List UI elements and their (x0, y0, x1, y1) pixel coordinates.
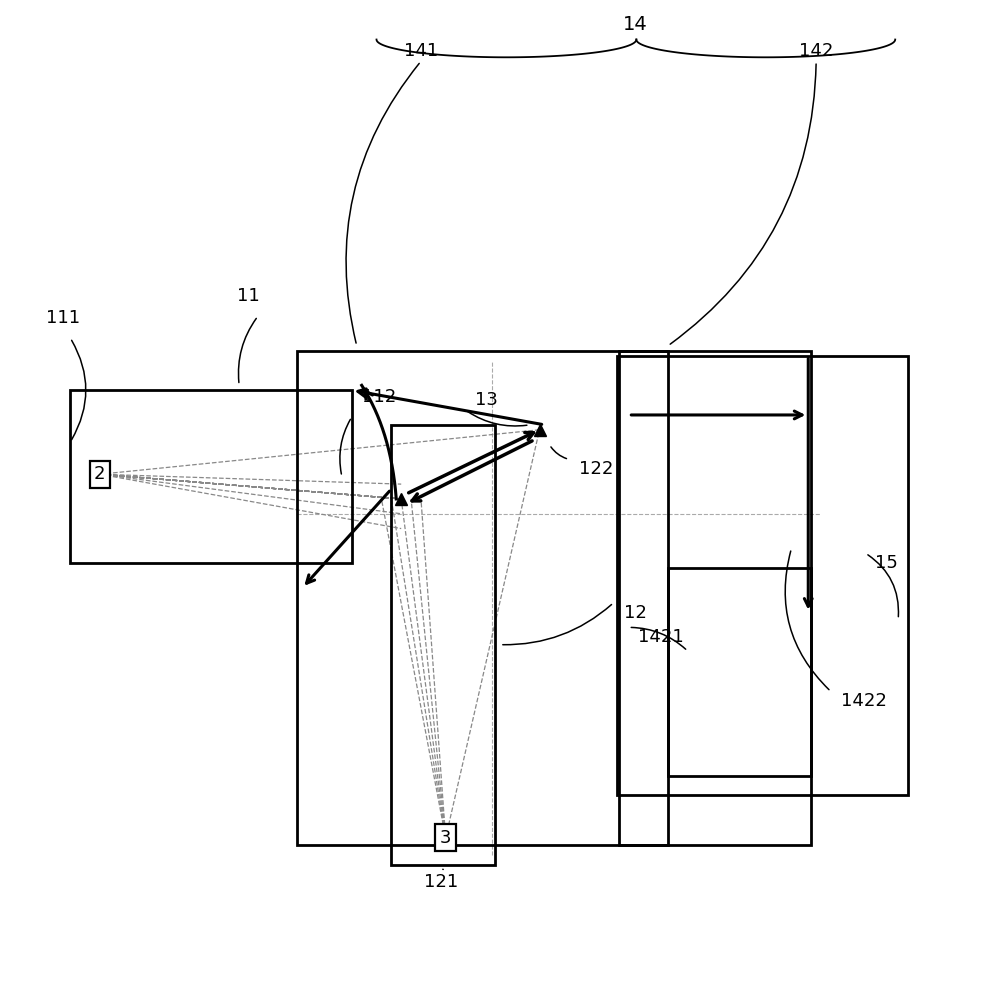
Text: 3: 3 (440, 829, 451, 847)
Text: 142: 142 (799, 42, 833, 60)
Bar (617, 356, 908, 795)
Text: 111: 111 (46, 309, 80, 327)
Bar (668, 568, 811, 776)
Text: 122: 122 (579, 460, 613, 478)
Text: 14: 14 (623, 15, 648, 35)
Text: 121: 121 (424, 873, 458, 891)
Text: 13: 13 (475, 391, 498, 409)
Text: 1422: 1422 (841, 693, 887, 710)
Bar (70, 390, 352, 563)
Text: 11: 11 (237, 288, 259, 305)
Bar (297, 351, 668, 845)
Text: 2: 2 (94, 465, 106, 483)
Text: 112: 112 (362, 388, 396, 406)
Text: 12: 12 (624, 604, 646, 621)
Bar (619, 351, 811, 845)
Text: 1421: 1421 (638, 628, 684, 646)
Bar (391, 425, 495, 864)
Text: 141: 141 (404, 42, 438, 60)
Text: 15: 15 (875, 554, 898, 572)
